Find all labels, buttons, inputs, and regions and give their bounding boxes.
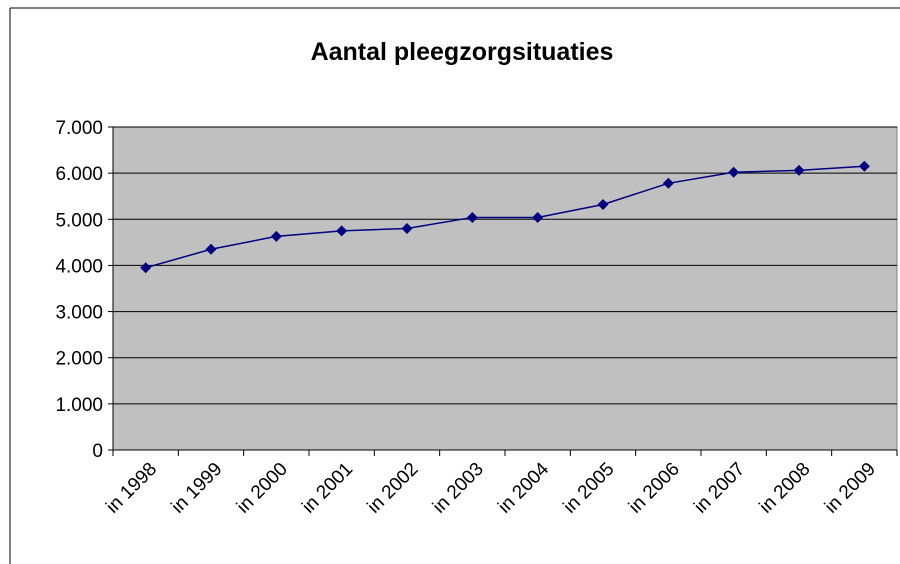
y-tick-label: 4.000 bbox=[55, 256, 103, 277]
x-tick-label: in 2001 bbox=[298, 459, 357, 518]
y-tick-label: 5.000 bbox=[55, 210, 103, 231]
point-marker bbox=[270, 230, 282, 242]
x-tick-label: in 2006 bbox=[625, 459, 684, 518]
point-marker bbox=[336, 225, 348, 237]
x-tick-label: in 2007 bbox=[690, 459, 749, 518]
point-marker bbox=[662, 177, 674, 189]
point-marker bbox=[140, 262, 152, 274]
point-marker bbox=[858, 160, 870, 172]
x-tick-label: in 2002 bbox=[364, 459, 423, 518]
x-tick-label: in 2000 bbox=[233, 459, 292, 518]
x-tick-label: in 1999 bbox=[168, 459, 227, 518]
y-tick-label: 6.000 bbox=[55, 164, 103, 185]
point-marker bbox=[205, 243, 217, 255]
y-tick-label: 1.000 bbox=[55, 395, 103, 416]
point-marker bbox=[728, 166, 740, 178]
y-tick-label: 0 bbox=[92, 441, 103, 462]
x-tick-label: in 2005 bbox=[560, 459, 619, 518]
x-tick-label: in 2009 bbox=[821, 459, 880, 518]
point-marker bbox=[793, 164, 805, 176]
point-marker bbox=[401, 223, 413, 235]
point-marker bbox=[597, 199, 609, 211]
point-marker bbox=[532, 211, 544, 223]
line-series bbox=[145, 165, 865, 269]
x-tick-label: in 2004 bbox=[494, 458, 553, 517]
y-tick-label: 3.000 bbox=[55, 303, 103, 324]
x-tick-label: in 2003 bbox=[429, 459, 488, 518]
plot-area bbox=[112, 126, 898, 451]
x-tick-label: in 1998 bbox=[102, 459, 161, 518]
y-tick-label: 7.000 bbox=[55, 118, 103, 139]
point-marker bbox=[466, 211, 478, 223]
chart-title: Aantal pleegzorgsituaties bbox=[311, 38, 614, 66]
x-tick-label: in 2008 bbox=[756, 459, 815, 518]
y-tick-label: 2.000 bbox=[55, 349, 103, 370]
